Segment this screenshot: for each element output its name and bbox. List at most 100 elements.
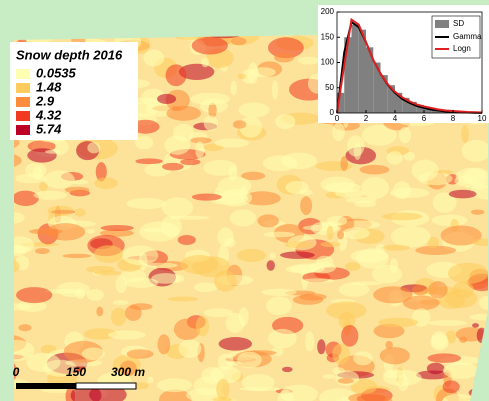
legend-swatch (16, 69, 30, 79)
snow-patch (380, 347, 410, 364)
snow-patch (217, 227, 233, 246)
snow-patch (204, 115, 218, 130)
snow-patch (231, 37, 246, 45)
snow-patch (56, 282, 89, 297)
snow-patch (257, 214, 279, 227)
snow-patch (180, 159, 200, 165)
snow-patch (75, 208, 86, 217)
snow-patch (320, 222, 342, 226)
x-tick-label: 0 (335, 114, 340, 123)
snow-patch (82, 348, 105, 360)
snow-patch (399, 127, 411, 144)
snow-patch (274, 53, 294, 63)
x-tick-label: 10 (478, 114, 487, 123)
snow-patch (340, 156, 348, 171)
snow-patch (195, 141, 204, 158)
snow-patch (332, 123, 345, 141)
snow-patch (122, 246, 158, 266)
snow-patch (266, 296, 292, 315)
snow-patch (300, 196, 312, 215)
snow-patch (62, 254, 91, 258)
snow-patch (233, 120, 247, 128)
scale-label: 300 m (111, 365, 145, 379)
snow-patch (113, 300, 129, 305)
y-tick-label: 50 (325, 83, 334, 92)
snow-patch (237, 249, 266, 262)
legend-swatch (16, 111, 30, 121)
snow-patch (298, 57, 320, 65)
snow-patch (18, 324, 31, 331)
snow-patch (448, 263, 489, 284)
snow-patch (167, 297, 198, 302)
snow-patch (178, 235, 196, 245)
snow-patch (87, 142, 100, 153)
legend-swatch (435, 20, 449, 28)
x-tick-label: 8 (451, 114, 456, 123)
snow-patch (270, 253, 276, 259)
snow-patch (72, 180, 88, 185)
legend-label: 4.32 (35, 107, 62, 122)
legend-title: Snow depth 2016 (16, 47, 123, 62)
snow-patch (251, 67, 276, 77)
snow-patch (226, 313, 245, 333)
snow-patch (46, 223, 86, 240)
snow-patch (308, 262, 336, 274)
snow-patch (135, 158, 162, 164)
snow-patch (397, 375, 408, 391)
legend-label: 5.74 (36, 121, 62, 136)
snow-patch (218, 177, 252, 196)
snow-patch (157, 94, 176, 104)
snow-patch (139, 221, 179, 241)
snow-patch (443, 380, 460, 393)
snow-patch (378, 318, 418, 328)
x-tick-label: 2 (364, 114, 369, 123)
snow-patch (238, 74, 246, 79)
snow-patch (263, 155, 298, 171)
snow-patch (431, 331, 448, 348)
snow-patch (338, 378, 354, 384)
snow-patch (461, 125, 469, 143)
snow-patch (443, 362, 479, 378)
snow-patch (317, 339, 325, 354)
snow-patch (347, 135, 365, 156)
snow-patch (129, 303, 152, 310)
snow-patch (201, 57, 209, 67)
snow-patch (180, 255, 218, 274)
snow-patch (427, 363, 445, 374)
snow-patch (191, 93, 231, 105)
snow-patch (453, 282, 474, 299)
snow-patch (151, 273, 180, 284)
snow-patch (302, 278, 335, 283)
snow-patch (432, 214, 468, 226)
snow-patch (350, 281, 382, 285)
snow-patch (203, 160, 237, 176)
snow-patch (454, 175, 476, 186)
snow-patch (126, 198, 165, 209)
scale-seg (16, 383, 76, 389)
legend-swatch (16, 97, 30, 107)
snow-patch (341, 325, 358, 347)
snow-patch (94, 245, 123, 263)
snow-patch (332, 343, 350, 364)
snow-patch (350, 249, 388, 262)
snow-patch (166, 64, 187, 86)
x-tick-label: 4 (393, 114, 398, 123)
scale-seg (76, 383, 136, 389)
snow-patch (179, 339, 202, 357)
snow-patch (47, 206, 73, 217)
snow-patch (34, 191, 67, 200)
snow-patch (428, 281, 447, 298)
snow-patch (345, 262, 360, 271)
snow-patch (305, 331, 314, 351)
snow-patch (459, 336, 467, 343)
snow-patch (264, 232, 295, 238)
snow-patch (166, 106, 201, 121)
legend-label: SD (453, 19, 464, 28)
snow-patch (391, 226, 431, 248)
snow-patch (65, 187, 90, 193)
snow-patch (192, 193, 222, 200)
snow-patch (157, 378, 192, 392)
legend-label: 0.0535 (36, 65, 77, 80)
snow-patch (162, 163, 184, 171)
